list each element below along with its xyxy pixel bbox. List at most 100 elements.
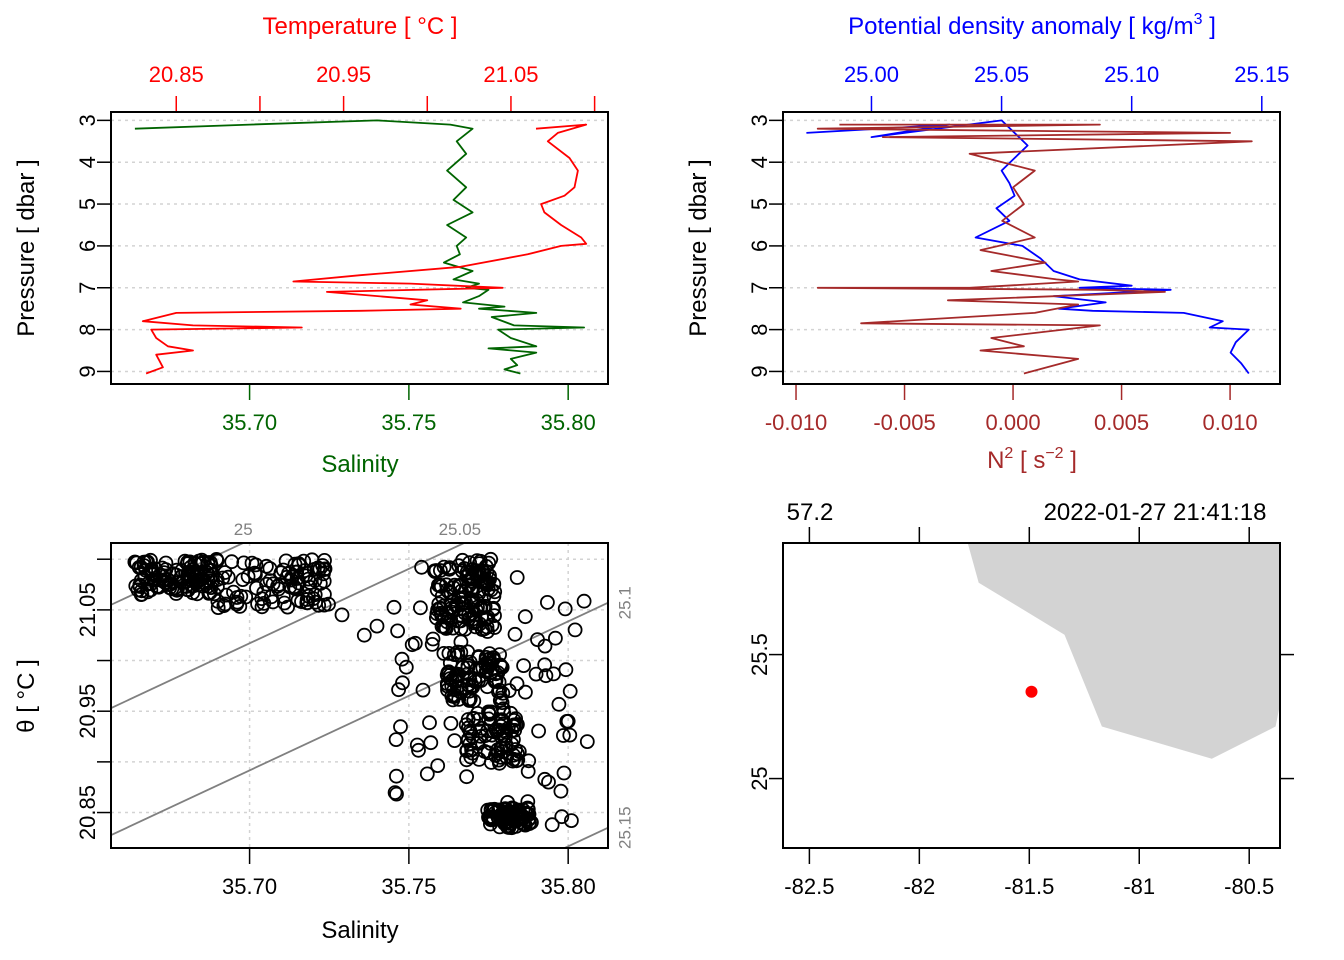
- data-point: [459, 769, 475, 785]
- plot-frame: [110, 542, 609, 849]
- data-point: [183, 559, 199, 575]
- data-point: [278, 553, 294, 569]
- data-point: [564, 813, 579, 828]
- data-point: [461, 692, 477, 707]
- data-point: [306, 562, 322, 577]
- x-top-tick-label: 20.85: [149, 62, 204, 87]
- data-point: [422, 715, 437, 731]
- data-point: [254, 591, 270, 607]
- top-label-left: 57.2: [787, 499, 834, 526]
- data-point: [289, 571, 305, 586]
- data-point: [453, 634, 469, 650]
- data-point: [386, 599, 402, 615]
- isopycnal-label: 25.1: [615, 586, 634, 619]
- data-point: [433, 605, 449, 621]
- panel-temperature-salinity-profile: Temperature [ °C ] Salinity Pressure [ d…: [13, 13, 609, 478]
- data-point: [517, 609, 533, 625]
- plot-frame: [782, 111, 1281, 385]
- data-point: [424, 637, 440, 652]
- y-axis-title: Pressure [ dbar ]: [13, 159, 40, 336]
- data-point: [436, 598, 452, 614]
- y-tick-label: 3: [75, 114, 100, 126]
- top-label-timestamp: 2022-01-27 21:41:18: [1044, 499, 1267, 526]
- data-point: [448, 668, 464, 684]
- series-line-salinity: [134, 119, 585, 375]
- y-tick-label: 6: [75, 240, 100, 252]
- data-point: [537, 638, 553, 654]
- plot-frame: [110, 111, 609, 385]
- data-point: [315, 558, 331, 573]
- data-point: [218, 587, 234, 603]
- data-point: [247, 565, 263, 581]
- isopycnal-label: 25.05: [439, 520, 482, 539]
- data-point: [450, 647, 466, 663]
- data-point: [441, 646, 457, 661]
- data-point: [531, 723, 546, 739]
- data-point: [447, 733, 463, 748]
- data-point: [169, 582, 185, 598]
- data-point: [244, 555, 260, 571]
- data-point: [235, 572, 251, 587]
- data-point: [500, 795, 516, 810]
- data-point: [483, 755, 499, 770]
- y-axis-title: θ [ °C ]: [13, 659, 40, 733]
- data-point: [498, 814, 514, 830]
- data-point: [160, 572, 176, 588]
- data-point: [459, 743, 475, 758]
- isopycnal-label: 25: [234, 520, 253, 539]
- data-point: [194, 552, 210, 568]
- data-point: [280, 599, 296, 615]
- data-point: [451, 692, 467, 707]
- data-point: [576, 593, 592, 609]
- data-point: [427, 564, 443, 579]
- data-point: [524, 815, 539, 830]
- x-bottom-tick-label: 0.005: [1094, 410, 1149, 435]
- y-tick-label: 21.05: [75, 582, 100, 637]
- data-point: [258, 558, 274, 574]
- data-point: [521, 753, 537, 769]
- data-point: [224, 554, 240, 570]
- x-top-tick-label: 21.05: [483, 62, 538, 87]
- data-point: [556, 728, 571, 743]
- data-point: [216, 598, 232, 614]
- data-point: [458, 717, 474, 733]
- plot-frame: [782, 542, 1281, 849]
- data-point: [516, 658, 531, 673]
- x-tick-label: 35.70: [222, 874, 277, 899]
- y-tick-label: 5: [747, 198, 772, 210]
- data-point: [256, 585, 272, 600]
- data-point: [411, 742, 426, 758]
- data-point: [544, 817, 560, 833]
- data-point: [209, 552, 224, 567]
- data-point: [541, 774, 556, 790]
- data-point: [436, 559, 452, 575]
- data-point: [457, 621, 473, 637]
- data-point: [507, 626, 523, 642]
- x-bottom-tick-label: -0.005: [873, 410, 935, 435]
- data-point: [437, 609, 453, 625]
- data-point: [425, 631, 441, 647]
- y-tick-label: 25.5: [747, 633, 772, 676]
- x-tick-label: -80.5: [1224, 874, 1274, 899]
- data-point: [187, 555, 203, 571]
- y-tick-label: 25: [747, 766, 772, 790]
- data-point: [467, 674, 483, 689]
- x-bottom-tick-label: 35.75: [381, 410, 436, 435]
- data-point: [290, 592, 306, 608]
- data-point: [538, 668, 554, 684]
- data-point: [478, 656, 493, 671]
- data-point: [483, 551, 499, 567]
- data-point: [558, 662, 574, 678]
- x-top-tick-label: 25.10: [1104, 62, 1159, 87]
- y-axis-title: Pressure [ dbar ]: [685, 159, 712, 336]
- data-point: [217, 596, 233, 612]
- x-bottom-tick-label: 35.70: [222, 410, 277, 435]
- data-point: [441, 664, 457, 680]
- data-point: [557, 601, 573, 617]
- data-point: [495, 701, 511, 717]
- data-point: [579, 734, 595, 749]
- y-tick-label: 20.95: [75, 684, 100, 739]
- station-marker: [1025, 685, 1038, 698]
- data-point: [480, 745, 496, 761]
- y-tick-label: 7: [75, 282, 100, 294]
